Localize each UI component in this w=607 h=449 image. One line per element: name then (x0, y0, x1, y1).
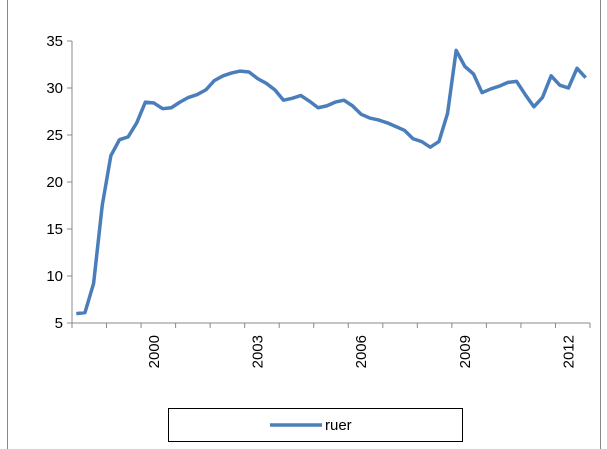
y-tick-label: 20 (46, 174, 63, 191)
y-tick-label: 10 (46, 268, 63, 285)
legend-label: ruer (325, 417, 352, 434)
y-tick-label: 5 (55, 315, 63, 332)
y-tick-label: 15 (46, 221, 63, 238)
y-tick-label: 35 (46, 33, 63, 50)
x-tick-label: 2009 (457, 335, 474, 368)
x-tick-label: 2012 (560, 335, 577, 368)
x-tick-label: 2006 (353, 335, 370, 368)
y-tick-label: 25 (46, 127, 63, 144)
line-series (76, 48, 587, 316)
x-tick-label: 2003 (250, 335, 267, 368)
x-tick-label: 2000 (146, 335, 163, 368)
y-tick-label: 30 (46, 80, 63, 97)
